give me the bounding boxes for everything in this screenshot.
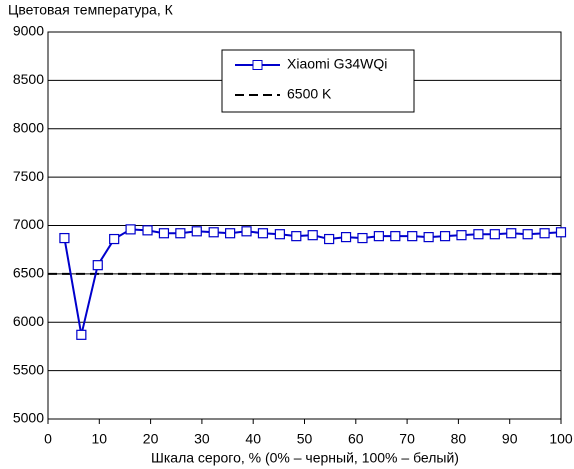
point-marker	[539, 228, 550, 239]
point-marker	[423, 232, 434, 243]
point-marker	[241, 226, 252, 237]
x-tick-label: 10	[92, 431, 108, 447]
chart-title: Цветовая температура, К	[8, 2, 174, 18]
x-axis-label: Шкала серого, % (0% – черный, 100% – бел…	[151, 450, 459, 466]
x-tick-label: 50	[297, 431, 313, 447]
point-marker	[125, 224, 136, 235]
y-tick-label: 7500	[13, 168, 44, 184]
point-marker	[522, 229, 533, 240]
x-tick-label: 20	[143, 431, 159, 447]
x-tick-label: 0	[44, 431, 52, 447]
point-marker	[439, 231, 451, 242]
point-marker	[225, 228, 236, 239]
point-marker	[291, 231, 302, 242]
point-marker	[407, 231, 418, 242]
x-tick-label: 70	[399, 431, 415, 447]
x-tick-label: 90	[502, 431, 518, 447]
legend-marker	[252, 60, 263, 70]
point-marker	[158, 228, 170, 239]
y-tick-label: 6500	[13, 265, 44, 281]
point-marker	[324, 233, 335, 245]
x-tick-label: 30	[194, 431, 210, 447]
y-tick-label: 8000	[13, 119, 44, 135]
y-tick-label: 6000	[13, 313, 44, 329]
y-tick-label: 9000	[13, 23, 44, 39]
y-tick-label: 5000	[13, 410, 44, 426]
point-marker	[506, 228, 517, 239]
legend-box	[221, 49, 415, 113]
point-marker	[390, 231, 401, 242]
y-tick-label: 7000	[13, 216, 44, 232]
legend-label: Xiaomi G34WQi	[287, 56, 387, 72]
plot-border	[47, 31, 562, 420]
point-marker	[307, 230, 318, 241]
point-marker	[59, 232, 70, 244]
x-tick-label: 60	[348, 431, 364, 447]
point-marker	[456, 230, 467, 241]
x-tick-label: 40	[245, 431, 261, 447]
point-marker	[373, 231, 384, 242]
series-line	[63, 228, 562, 336]
point-marker	[109, 233, 120, 245]
point-marker	[357, 232, 368, 244]
y-tick-label: 5500	[13, 361, 44, 377]
point-marker	[473, 229, 484, 240]
point-marker	[257, 228, 269, 239]
point-marker	[92, 260, 103, 271]
x-tick-label: 80	[451, 431, 467, 447]
point-marker	[340, 232, 352, 243]
point-marker	[208, 227, 219, 238]
point-marker	[191, 226, 202, 237]
point-marker	[142, 225, 153, 236]
legend-label: 6500 K	[287, 86, 332, 102]
y-tick-label: 8500	[13, 71, 44, 87]
x-tick-label: 100	[549, 431, 573, 447]
point-marker	[489, 229, 500, 240]
point-marker	[76, 329, 87, 340]
point-marker	[274, 229, 285, 240]
point-marker	[175, 228, 186, 239]
point-marker	[555, 227, 567, 238]
